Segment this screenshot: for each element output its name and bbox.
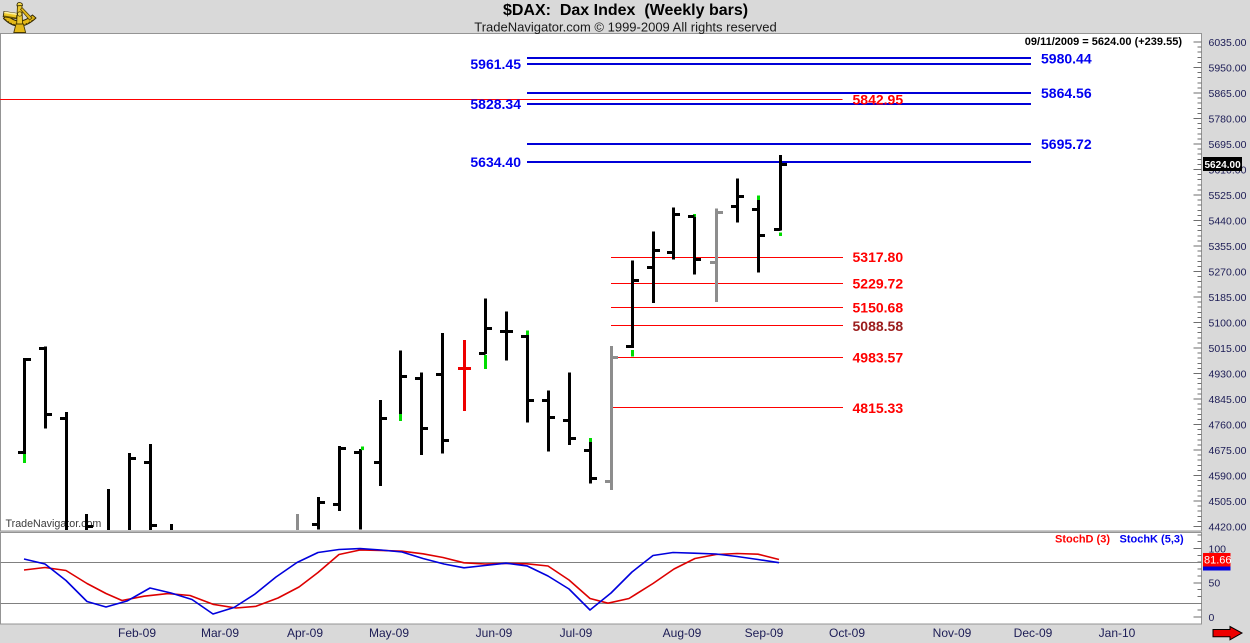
svg-text:Oct-09: Oct-09 [829,626,865,640]
svg-text:5828.34: 5828.34 [470,96,521,112]
svg-text:50: 50 [1209,578,1221,590]
svg-text:Aug-09: Aug-09 [663,626,702,640]
svg-text:5185.00: 5185.00 [1209,292,1247,304]
svg-text:5842.95: 5842.95 [853,92,904,108]
svg-text:Nov-09: Nov-09 [933,626,972,640]
svg-text:4845.00: 4845.00 [1209,394,1247,406]
svg-text:6035.00: 6035.00 [1209,37,1247,49]
svg-text:5317.80: 5317.80 [853,249,904,265]
svg-text:StochD (3): StochD (3) [1055,533,1110,545]
svg-text:Jul-09: Jul-09 [560,626,593,640]
svg-text:5270.00: 5270.00 [1209,266,1247,278]
svg-text:4505.00: 4505.00 [1209,496,1247,508]
svg-text:May-09: May-09 [369,626,409,640]
svg-text:5015.00: 5015.00 [1209,343,1247,355]
svg-text:Dec-09: Dec-09 [1014,626,1053,640]
svg-text:TradeNavigator.com: TradeNavigator.com [6,518,102,530]
svg-text:TradeNavigator.com © 1999-2009: TradeNavigator.com © 1999-2009 All right… [474,19,776,34]
svg-text:5634.40: 5634.40 [470,154,521,170]
svg-text:4760.00: 4760.00 [1209,419,1247,431]
svg-text:5695.72: 5695.72 [1041,136,1092,152]
svg-text:5100.00: 5100.00 [1209,317,1247,329]
svg-text:4675.00: 4675.00 [1209,445,1247,457]
svg-text:5950.00: 5950.00 [1209,62,1247,74]
svg-text:5865.00: 5865.00 [1209,88,1247,100]
svg-text:5695.00: 5695.00 [1209,139,1247,151]
svg-text:5088.58: 5088.58 [853,318,904,334]
svg-text:5355.00: 5355.00 [1209,241,1247,253]
svg-text:5961.45: 5961.45 [470,56,521,72]
svg-text:4983.57: 4983.57 [853,349,904,365]
svg-text:StochK (5,3): StochK (5,3) [1120,533,1185,545]
svg-text:Apr-09: Apr-09 [287,626,323,640]
svg-text:5525.00: 5525.00 [1209,190,1247,202]
svg-text:5864.56: 5864.56 [1041,85,1092,101]
svg-text:100: 100 [1209,543,1227,555]
svg-text:Mar-09: Mar-09 [201,626,239,640]
svg-text:5780.00: 5780.00 [1209,113,1247,125]
svg-text:Feb-09: Feb-09 [118,626,156,640]
svg-text:4815.33: 4815.33 [853,400,904,416]
svg-text:09/11/2009 = 5624.00 (+239.55): 09/11/2009 = 5624.00 (+239.55) [1025,36,1183,48]
svg-text:5150.68: 5150.68 [853,299,904,315]
svg-text:4930.00: 4930.00 [1209,368,1247,380]
svg-text:4590.00: 4590.00 [1209,470,1247,482]
svg-text:4420.00: 4420.00 [1209,521,1247,533]
svg-text:Jun-09: Jun-09 [476,626,513,640]
svg-text:5624.00: 5624.00 [1205,160,1242,171]
svg-text:Jan-10: Jan-10 [1099,626,1136,640]
svg-text:5229.72: 5229.72 [853,276,904,292]
svg-text:81.66: 81.66 [1204,555,1232,567]
svg-text:5980.44: 5980.44 [1041,50,1092,66]
svg-text:5440.00: 5440.00 [1209,215,1247,227]
svg-text:Sep-09: Sep-09 [745,626,784,640]
svg-text:0: 0 [1209,612,1215,624]
svg-text:$DAX: Dax Index (Weekly bars: $DAX: Dax Index (Weekly bars) [503,2,748,19]
